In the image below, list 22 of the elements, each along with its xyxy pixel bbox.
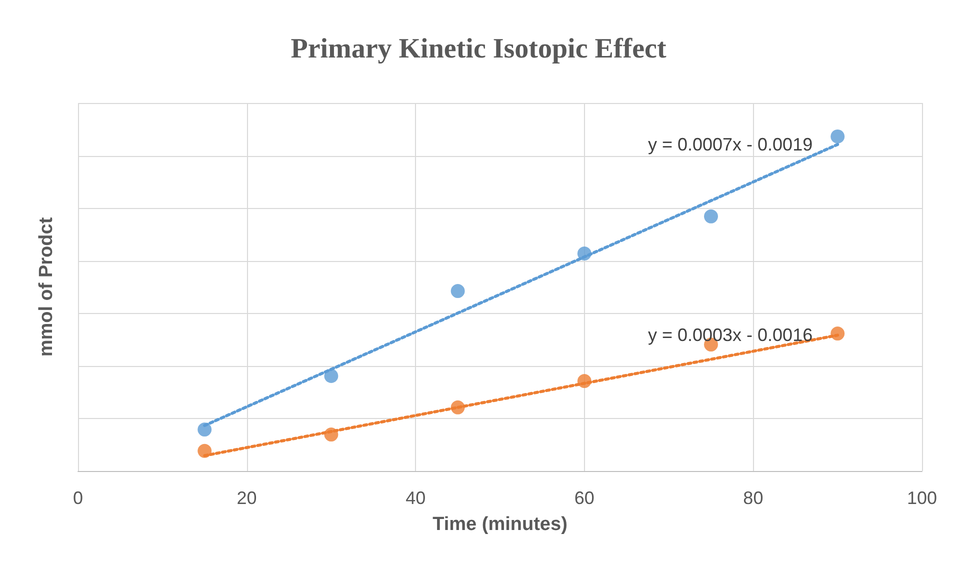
point	[198, 422, 212, 437]
point	[830, 129, 845, 144]
annotation: y = 0.0003x - 0.0016	[648, 325, 813, 346]
x-tick-label: 20	[236, 488, 257, 508]
point	[324, 428, 338, 442]
x-tick-label: 60	[574, 488, 594, 508]
x-tick-label: 100	[906, 488, 938, 508]
point	[450, 284, 465, 298]
point	[830, 326, 845, 340]
point	[577, 374, 592, 388]
point	[324, 368, 338, 383]
point	[450, 400, 465, 414]
x-tick-label: 0	[72, 488, 84, 508]
x-axis-title: Time (minutes)	[432, 514, 568, 535]
point	[198, 444, 212, 458]
chart-title: Primary Kinetic Isotopic Effect	[290, 34, 667, 64]
annotation: y = 0.0007x - 0.0019	[648, 134, 813, 154]
point	[577, 246, 592, 261]
x-tick-label: 40	[406, 488, 426, 508]
point	[704, 209, 718, 224]
x-tick-label: 80	[743, 488, 764, 508]
y-axis-title: mmol of Prodct	[36, 216, 57, 357]
